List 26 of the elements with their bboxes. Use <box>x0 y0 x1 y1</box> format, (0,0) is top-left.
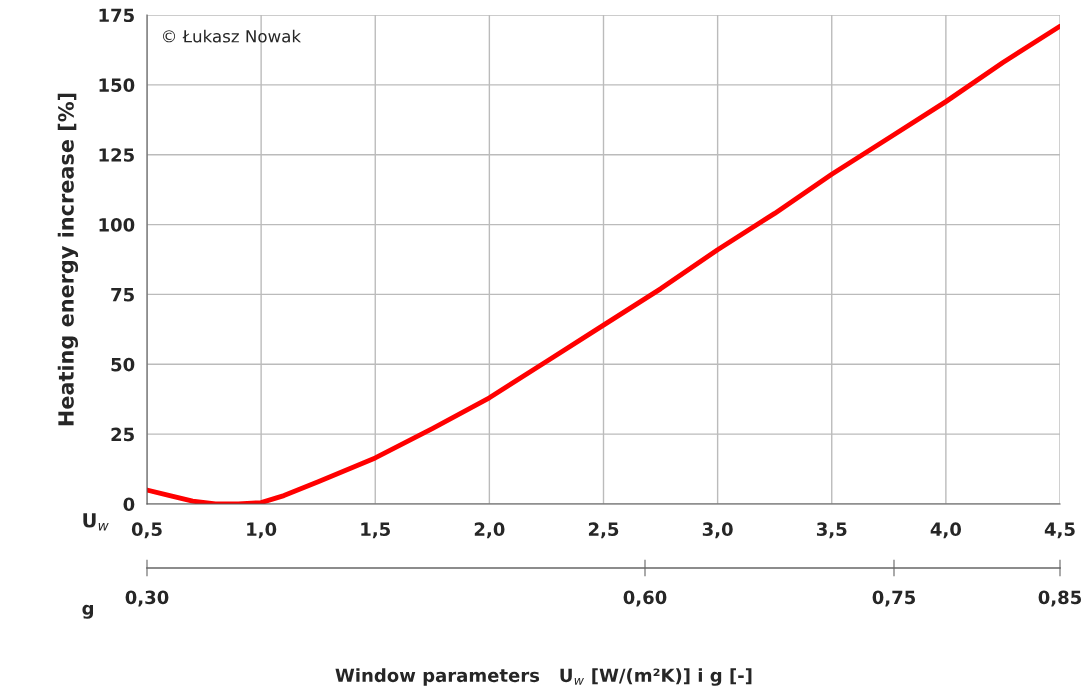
y-axis-title: Heating energy increase [%] <box>57 93 79 426</box>
x-tick-label: 0,5 <box>131 522 162 539</box>
x2-tick-label: 0,75 <box>872 590 916 607</box>
x-tick-label: 2,0 <box>474 522 505 539</box>
x-tick-label: 3,0 <box>702 522 733 539</box>
y-tick-label: 75 <box>111 288 134 302</box>
x-axis-title: Window parameters U$_{w}$ [W/(m²K)] i g [-] <box>335 668 752 686</box>
y-tick-label: 150 <box>99 78 135 92</box>
y-tick-label: 50 <box>111 357 135 372</box>
text: U$_{w}$ <box>83 513 109 531</box>
x2-axis-title: g <box>82 604 94 619</box>
y-tick-label: 125 <box>99 148 134 162</box>
x-tick-label: 1,0 <box>247 522 277 539</box>
x2-tick-label: 0,85 <box>1038 590 1082 607</box>
x2-tick-label: 0,30 <box>125 590 169 607</box>
y-tick-label: 100 <box>99 218 135 232</box>
x2-tick-label: 0,60 <box>623 590 667 607</box>
x-tick-label: 2,5 <box>588 522 619 539</box>
x-tick-label: 4,0 <box>930 522 961 539</box>
y-tick-label: 0 <box>123 497 135 512</box>
x-tick-label: 3,5 <box>816 522 847 539</box>
y-tick-label: 25 <box>111 427 134 442</box>
annotation: © Łukasz Nowak <box>163 29 302 43</box>
y-tick-label: 175 <box>99 8 134 23</box>
x-tick-label: 1,5 <box>361 522 390 539</box>
x-tick-label: 4,5 <box>1044 522 1075 539</box>
